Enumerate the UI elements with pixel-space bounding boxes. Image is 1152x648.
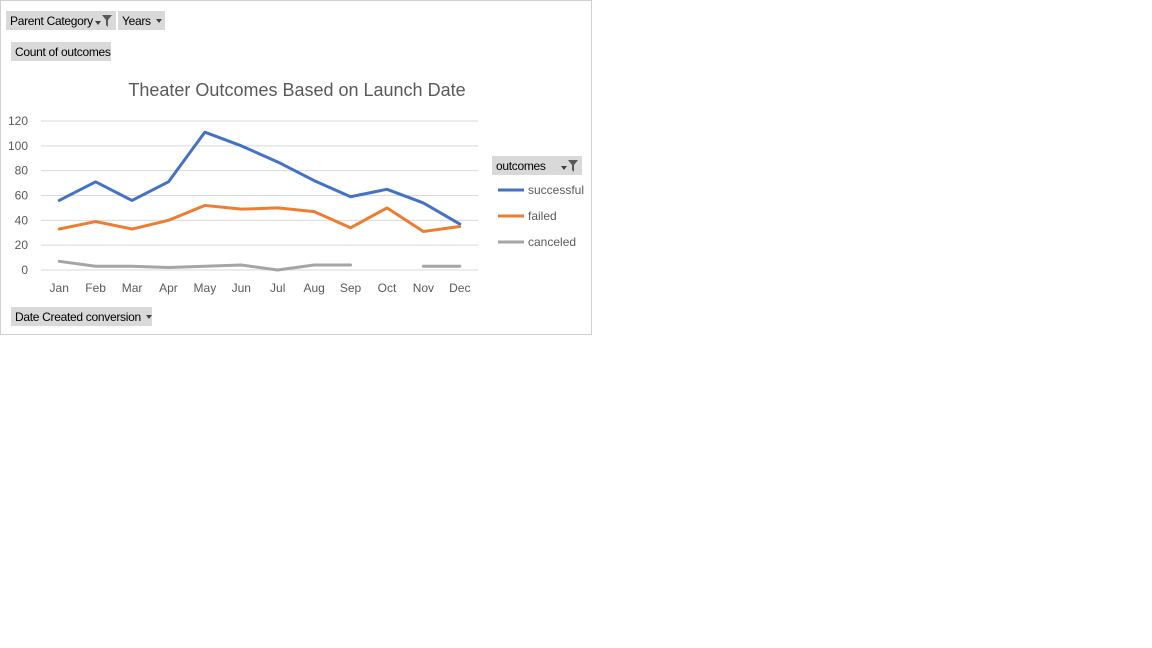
x-tick-label: Feb [85,281,106,295]
pivot-chart[interactable]: Parent Category Years Count of outcomes … [0,0,592,335]
series-canceled[interactable] [57,259,462,272]
y-axis-ticks: 0 20 40 60 80 100 120 [8,114,28,277]
series-successful[interactable] [57,130,462,226]
legend-item-failed[interactable]: failed [498,209,557,223]
legend-label: failed [528,209,557,223]
value-field-label: Count of outcomes [15,44,111,59]
dropdown-arrow-icon [145,314,152,319]
y-tick-label: 40 [15,213,29,227]
dropdown-arrow-icon [561,165,567,170]
x-tick-label: Mar [122,281,143,295]
x-tick-label: Oct [378,281,397,295]
outcomes-legend-filter-button[interactable]: outcomes [492,156,582,175]
x-tick-label: Jul [270,281,285,295]
dropdown-arrow-icon [94,20,101,25]
y-tick-label: 0 [21,263,28,277]
legend-item-successful[interactable]: successful [498,183,584,197]
series-line[interactable] [57,130,462,226]
y-tick-label: 60 [15,189,29,203]
y-tick-label: 20 [15,238,29,252]
series-failed[interactable] [57,203,462,234]
legend-item-canceled[interactable]: canceled [498,235,576,249]
x-tick-label: Aug [303,281,324,295]
legend[interactable]: successful failed canceled [498,183,584,249]
y-tick-label: 80 [15,164,29,178]
y-tick-label: 120 [8,114,28,128]
years-filter-button[interactable]: Years [118,11,165,30]
gridlines [41,120,478,271]
x-tick-label: Apr [159,281,178,295]
legend-label: canceled [528,235,576,249]
parent-category-label: Parent Category [10,13,93,28]
x-tick-label: Sep [340,281,362,295]
series-lines [57,130,462,272]
y-tick-label: 100 [8,139,28,153]
x-tick-label: Nov [413,281,434,295]
x-tick-label: May [194,281,217,295]
series-line[interactable] [57,203,462,234]
parent-category-filter-button[interactable]: Parent Category [6,11,116,30]
axis-field-label: Date Created conversion [15,309,141,324]
filter-icon [568,159,578,172]
filter-icon [101,14,112,27]
dropdown-arrow-icon [155,18,162,23]
legend-label: successful [528,183,584,197]
outcomes-label: outcomes [496,158,546,173]
x-axis-ticks: Jan Feb Mar Apr May Jun Jul Aug Sep Oct Nov Dec [50,281,471,295]
chart-plot: Theater Outcomes Based on Launch Date 0 2… [8,80,584,295]
series-line[interactable] [57,259,353,272]
chart-title: Theater Outcomes Based on Launch Date [128,80,465,100]
x-tick-label: Dec [449,281,470,295]
x-tick-label: Jan [50,281,69,295]
years-label: Years [122,13,151,28]
value-field-button[interactable]: Count of outcomes [11,42,111,61]
axis-field-button[interactable]: Date Created conversion [11,307,152,326]
x-tick-label: Jun [232,281,251,295]
